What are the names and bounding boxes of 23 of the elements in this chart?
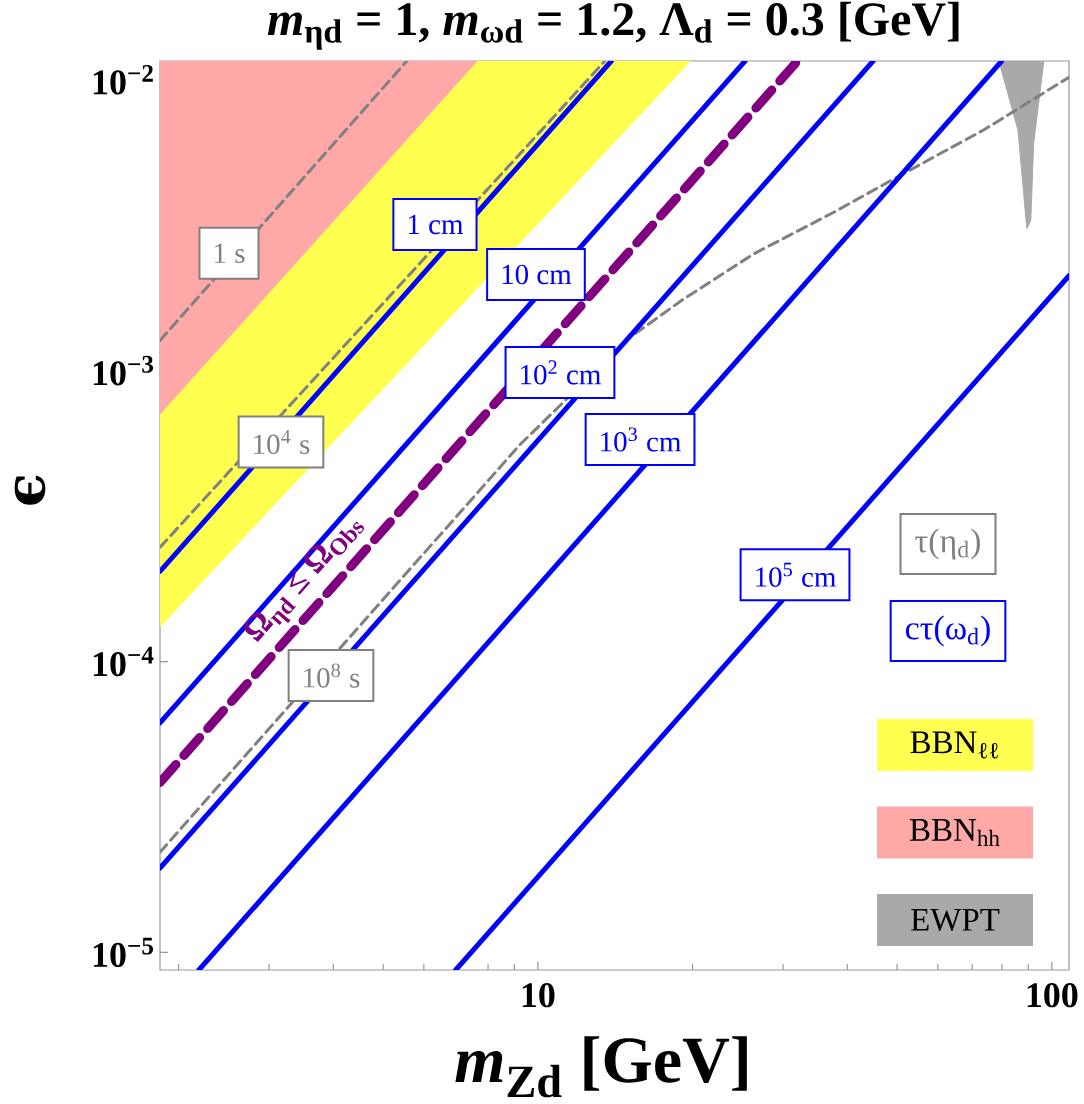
series-label: 10$^{8}$ s (304, 663, 360, 688)
chart-title: m$_{ηd}$ = 1, m$_{ωd}$ = 1.2, Λ$_{d}$ = 0.3 [GeV] (267, 1, 959, 50)
y-tick-label: 10$^{−2}$ (93, 64, 153, 95)
x-tick-label: 100 (1027, 983, 1078, 1008)
series-label: 10$^{5}$ cm (756, 562, 836, 587)
x-tick-label: 10 (522, 983, 555, 1008)
series-label: 10$^{2}$ cm (521, 360, 601, 385)
annotation: τ(η$_{d}$) (915, 528, 980, 560)
y-tick-label: 10$^{−5}$ (93, 937, 154, 968)
series-label: 1 s (215, 243, 245, 264)
series-label: 1 cm (408, 214, 464, 235)
text: EWPT (911, 908, 1000, 932)
y-axis-title: ϵ (14, 475, 46, 505)
text: BBN$_{ℓℓ}$ (910, 731, 999, 759)
x-axis-title: m$_{Zd}$ [GeV] (455, 1036, 747, 1098)
series-label: 10$^{4}$ s (254, 430, 310, 455)
annotation: cτ(ω$_{d}$) (905, 615, 990, 647)
series-label: 10 cm (502, 264, 572, 285)
text: Ω$_{ηd}$ ≤ Ω$_{Obs}$ (244, 521, 365, 642)
text: BBN$_{hh}$ (909, 819, 1000, 846)
y-tick-label: 10$^{−4}$ (93, 646, 154, 677)
y-tick-label: 10$^{−3}$ (93, 355, 154, 386)
series-label: 10$^{3}$ cm (601, 427, 682, 452)
